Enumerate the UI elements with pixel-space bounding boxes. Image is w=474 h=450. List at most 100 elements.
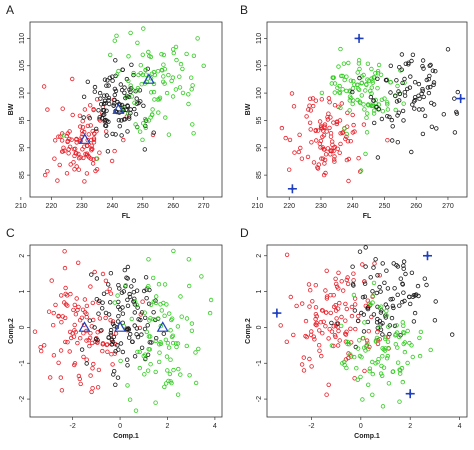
data-point [375, 85, 380, 91]
data-point [409, 149, 414, 155]
cluster-center-marker [78, 133, 91, 144]
data-point [379, 363, 384, 369]
data-point [405, 328, 410, 334]
data-point [323, 288, 328, 293]
data-point [186, 283, 192, 289]
data-point [303, 318, 309, 324]
data-point [104, 93, 110, 98]
data-point [382, 96, 387, 101]
data-point [96, 108, 101, 113]
data-point [128, 83, 133, 88]
data-point [139, 310, 145, 315]
data-point [380, 321, 385, 326]
y-tick-label: 100 [256, 87, 263, 99]
data-point [133, 408, 139, 413]
data-point [97, 316, 103, 321]
data-point [171, 50, 176, 56]
data-point [319, 308, 325, 313]
data-point [98, 96, 103, 101]
y-tick-label: 2 [256, 254, 263, 258]
data-point [184, 343, 189, 349]
data-point [405, 86, 410, 92]
data-point [385, 137, 390, 143]
data-point [62, 265, 68, 271]
data-point [121, 106, 126, 111]
data-point [87, 115, 92, 121]
data-point [135, 349, 140, 355]
data-point [169, 334, 175, 340]
data-point [199, 274, 204, 279]
x-tick-label: 230 [76, 203, 88, 210]
data-point [343, 301, 348, 307]
data-point [156, 110, 161, 115]
data-point [368, 94, 374, 100]
data-point [101, 93, 107, 98]
data-point [64, 133, 69, 139]
data-point [386, 324, 391, 329]
data-point [92, 84, 98, 90]
outlier-marker [456, 94, 466, 104]
data-point [385, 107, 391, 112]
x-tick-label: 0 [118, 423, 122, 430]
data-point [136, 100, 141, 106]
data-point [100, 271, 106, 277]
data-point [92, 269, 97, 275]
data-point [349, 313, 355, 319]
data-point [334, 316, 339, 321]
data-point [109, 342, 114, 347]
data-point [139, 81, 144, 87]
data-point [80, 118, 85, 124]
data-point [366, 329, 371, 334]
data-point [175, 392, 181, 397]
data-point [345, 110, 350, 115]
data-point [395, 360, 401, 365]
data-point [339, 314, 344, 320]
data-point [135, 88, 140, 93]
data-point [65, 340, 70, 345]
data-point [109, 158, 115, 164]
data-point [390, 124, 395, 129]
data-point [81, 115, 86, 120]
x-tick-label: 240 [106, 203, 118, 210]
data-point [332, 333, 338, 338]
data-point [179, 314, 184, 319]
data-point [300, 301, 305, 306]
data-point [122, 90, 127, 95]
x-axis-label: Comp.1 [354, 433, 380, 440]
data-point [400, 281, 405, 286]
data-point [338, 105, 343, 111]
data-point [339, 279, 344, 284]
data-point [409, 343, 414, 348]
data-point [73, 330, 78, 335]
data-point [173, 87, 179, 92]
data-point [394, 330, 400, 335]
data-point [193, 380, 199, 386]
plot-frame [29, 244, 223, 418]
data-point [390, 369, 395, 374]
data-point [201, 63, 206, 68]
data-point [84, 314, 89, 320]
data-point [108, 327, 114, 333]
data-point [319, 126, 325, 131]
data-point [284, 252, 290, 257]
data-point [343, 318, 348, 323]
data-point [372, 120, 377, 126]
data-point [155, 316, 161, 321]
x-tick-label: 250 [379, 203, 391, 210]
data-point [141, 288, 147, 294]
data-point [45, 168, 50, 174]
data-point [378, 289, 383, 294]
data-point [345, 341, 350, 347]
data-point [75, 260, 81, 265]
data-point [132, 323, 137, 328]
data-point [307, 103, 312, 108]
data-point [364, 82, 369, 87]
data-point [402, 93, 408, 98]
data-point [388, 80, 393, 85]
data-point [140, 121, 146, 126]
data-point [397, 64, 402, 70]
data-point [332, 159, 337, 164]
data-point [130, 87, 135, 93]
data-point [137, 325, 143, 331]
data-point [315, 128, 321, 133]
